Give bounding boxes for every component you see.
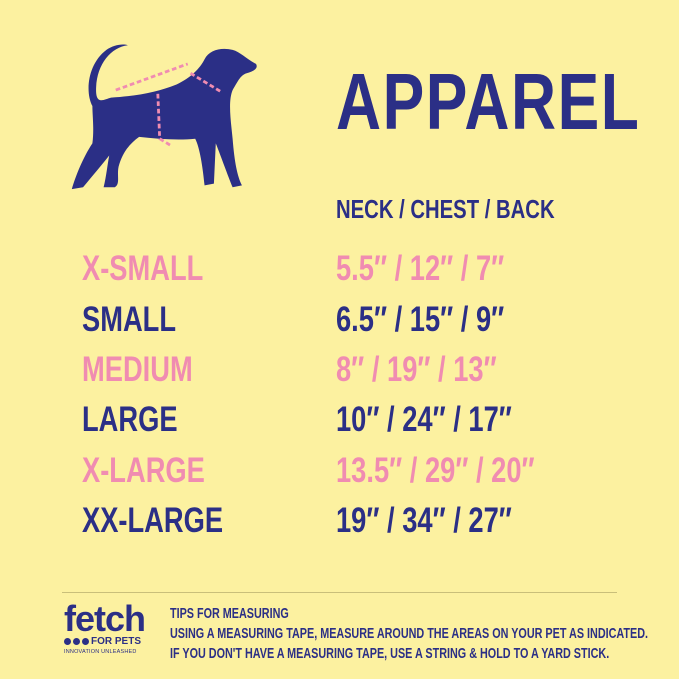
back-measure-line	[115, 62, 189, 92]
size-measurements: 10″ / 24″ / 17″	[336, 400, 512, 439]
size-measurements: 6.5″ / 15″ / 9″	[336, 300, 505, 339]
size-measurements: 13.5″ / 29″ / 20″	[336, 451, 535, 490]
tips-heading: TIPS FOR MEASURING	[170, 605, 289, 622]
tips-line: IF YOU DON'T HAVE A MEASURING TAPE, USE …	[170, 645, 610, 662]
columns-header: NECK / CHEST / BACK	[336, 194, 555, 224]
size-measurements: 8″ / 19″ / 13″	[336, 350, 497, 389]
size-label: SMALL	[82, 300, 177, 339]
size-measurements: 19″ / 34″ / 27″	[336, 501, 512, 540]
logo-tagline: INNOVATION UNLEASHED	[64, 649, 137, 655]
logo-name: fetch	[64, 598, 146, 639]
neck-measure-line	[189, 72, 223, 94]
size-label: MEDIUM	[82, 350, 193, 389]
size-measurements: 5.5″ / 12″ / 7″	[336, 249, 505, 288]
size-label: X-SMALL	[82, 249, 204, 288]
size-label: X-LARGE	[82, 451, 205, 490]
page-title: APPAREL	[336, 57, 641, 146]
logo-dot	[64, 638, 71, 645]
chest-measure-line	[156, 93, 173, 148]
measuring-tips: TIPS FOR MEASURING USING A MEASURING TAP…	[170, 604, 679, 664]
dog-measurement-illustration	[71, 44, 257, 190]
logo-sub-text: FOR PETS	[91, 636, 142, 647]
size-label: XX-LARGE	[82, 501, 224, 540]
size-label: LARGE	[82, 400, 178, 439]
logo-dot	[73, 638, 80, 645]
divider	[62, 592, 617, 593]
tips-line: USING A MEASURING TAPE, MEASURE AROUND T…	[170, 625, 649, 642]
fetch-logo: fetch FOR PETS INNOVATION UNLEASHED	[64, 598, 160, 655]
dog-silhouette	[71, 44, 257, 190]
logo-sub: FOR PETS	[64, 636, 160, 647]
logo-dot	[82, 638, 89, 645]
